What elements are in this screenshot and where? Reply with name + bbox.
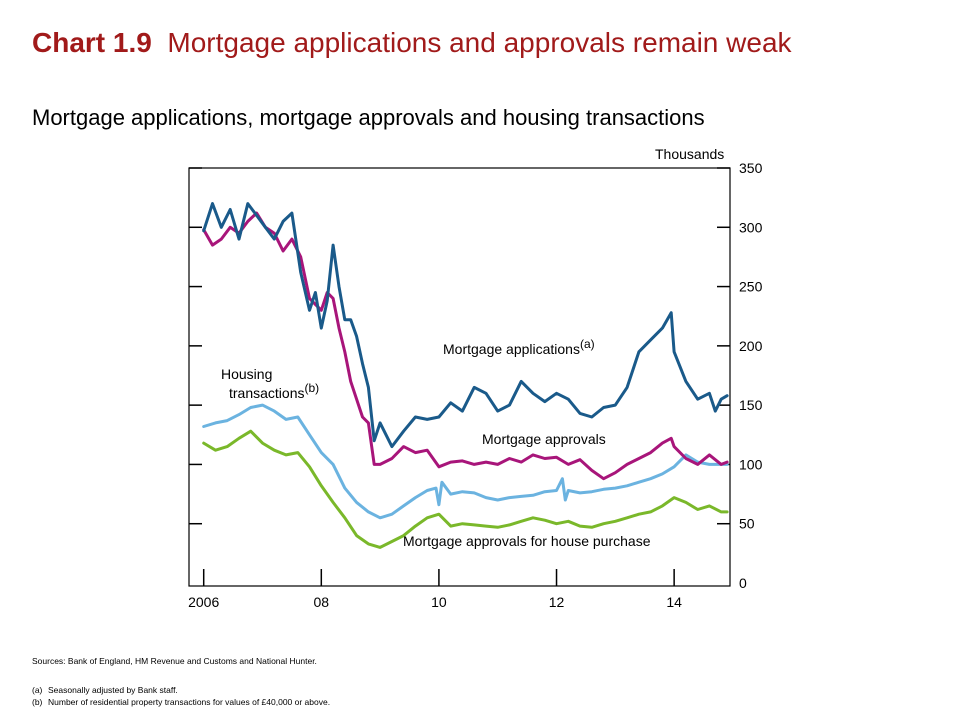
series-line-mortgage-approvals-for-house-purchase <box>202 429 729 549</box>
chart-title: Chart 1.9 Mortgage applications and appr… <box>32 26 892 60</box>
x-tick-label: 10 <box>431 594 447 610</box>
footnote-b: (b) Number of residential property transa… <box>32 697 331 707</box>
y-tick-label: 0 <box>739 575 747 591</box>
y-tick-label: 250 <box>739 279 763 295</box>
annotation-housing-transactions: Housing transactions(b) <box>221 366 319 401</box>
x-tick-label: 08 <box>314 594 330 610</box>
x-tick-label: 2006 <box>188 594 219 610</box>
y-tick-label: 300 <box>739 219 763 235</box>
y-tick-label: 100 <box>739 456 763 472</box>
y-unit-label: Thousands <box>655 146 724 162</box>
y-tick-label: 350 <box>739 160 763 176</box>
x-tick-label: 14 <box>666 594 682 610</box>
footnote-a: (a) Seasonally adjusted by Bank staff. <box>32 685 178 695</box>
sources-note: Sources: Bank of England, HM Revenue and… <box>32 656 317 666</box>
series-line-mortgage-applications <box>202 202 729 449</box>
chart-title-text: Mortgage applications and approvals rema… <box>167 27 792 58</box>
plot-frame <box>188 167 731 587</box>
series-line-mortgage-approvals <box>202 211 729 481</box>
y-tick-label: 150 <box>739 397 763 413</box>
x-tick-label: 12 <box>549 594 565 610</box>
annotation-mortgage-applications: Mortgage applications(a) <box>443 337 595 357</box>
annotation-approvals-house-purchase: Mortgage approvals for house purchase <box>403 533 651 549</box>
y-tick-label: 200 <box>739 338 763 354</box>
chart-number: Chart 1.9 <box>32 27 152 58</box>
y-tick-label: 50 <box>739 516 755 532</box>
series-line-housing-transactions <box>202 403 729 520</box>
annotation-mortgage-approvals: Mortgage approvals <box>482 431 606 447</box>
chart-subtitle: Mortgage applications, mortgage approval… <box>32 105 705 130</box>
